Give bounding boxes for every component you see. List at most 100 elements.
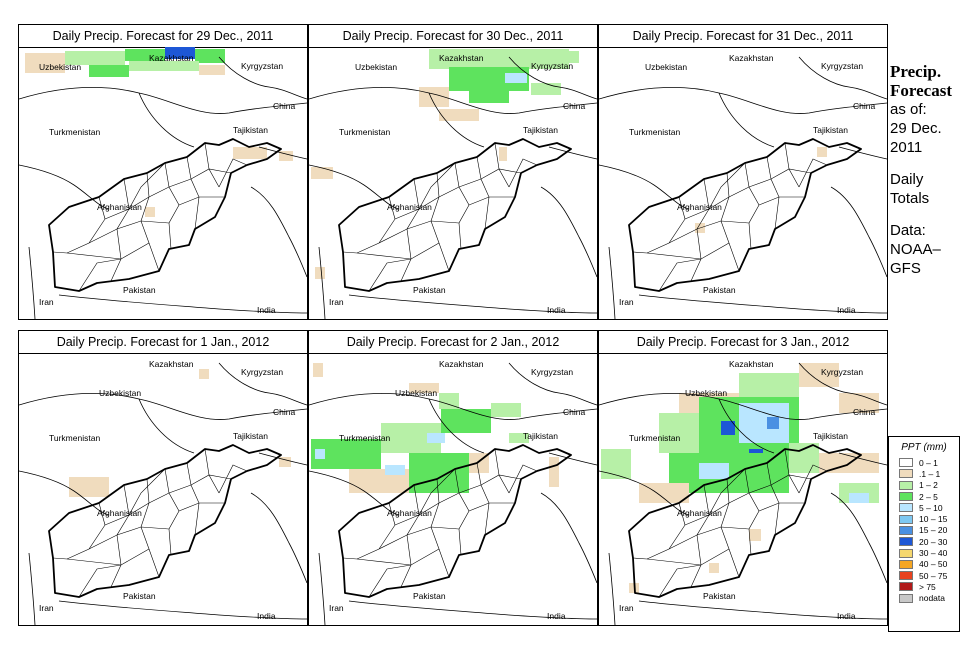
label-kazakhstan: Kazakhstan: [149, 359, 194, 369]
label-uzbekistan: Uzbekistan: [395, 388, 437, 398]
label-china: China: [273, 407, 295, 417]
precip-map: Kazakhstan Kyrgyzstan Uzbekistan China T…: [599, 53, 887, 319]
legend-item: 40 – 50: [889, 559, 959, 570]
label-india: India: [837, 611, 856, 621]
precip-map: Kazakhstan Kyrgyzstan Uzbekistan China T…: [19, 359, 307, 625]
label-tajikistan: Tajikistan: [813, 125, 848, 135]
legend-label: 20 – 30: [919, 536, 948, 547]
legend-swatch: [899, 537, 913, 547]
label-kazakhstan: Kazakhstan: [439, 53, 484, 63]
legend-item: 10 – 15: [889, 513, 959, 524]
precip-map: Kazakhstan Kyrgyzstan Uzbekistan China T…: [599, 359, 887, 625]
panel-title: Daily Precip. Forecast for 30 Dec., 2011: [309, 25, 597, 48]
legend-label: 1 – 2: [919, 480, 938, 491]
label-china: China: [563, 407, 585, 417]
label-kyrgyzstan: Kyrgyzstan: [531, 61, 573, 71]
country-labels: Kazakhstan Kyrgyzstan Uzbekistan China T…: [39, 359, 295, 621]
country-labels: Kazakhstan Kyrgyzstan Uzbekistan China T…: [619, 359, 875, 621]
legend-item: 5 – 10: [889, 502, 959, 513]
legend-swatch: [899, 582, 913, 592]
label-iran: Iran: [619, 297, 634, 307]
label-kyrgyzstan: Kyrgyzstan: [241, 367, 283, 377]
label-iran: Iran: [39, 297, 54, 307]
legend-label: .1 – 1: [919, 468, 941, 479]
label-iran: Iran: [329, 297, 344, 307]
legend-title: PPT (mm): [901, 442, 947, 453]
legend-swatch: [899, 514, 913, 524]
legend-item: > 75: [889, 581, 959, 592]
forecast-date-line2: 2011: [890, 139, 923, 156]
legend-label: 30 – 40: [919, 548, 948, 559]
legend-swatch: [899, 525, 913, 535]
legend-item: 30 – 40: [889, 547, 959, 558]
label-afghanistan: Afghanistan: [387, 508, 432, 518]
precip-cells: [25, 47, 293, 217]
panel-title: Daily Precip. Forecast for 2 Jan., 2012: [309, 331, 597, 354]
legend-swatch: [899, 469, 913, 479]
label-tajikistan: Tajikistan: [233, 125, 268, 135]
label-kazakhstan: Kazakhstan: [439, 359, 484, 369]
label-uzbekistan: Uzbekistan: [645, 62, 687, 72]
label-kazakhstan: Kazakhstan: [729, 359, 774, 369]
legend-swatch: [899, 559, 913, 569]
label-kyrgyzstan: Kyrgyzstan: [241, 61, 283, 71]
label-turkmenistan: Turkmenistan: [629, 127, 680, 137]
label-turkmenistan: Turkmenistan: [49, 127, 100, 137]
label-afghanistan: Afghanistan: [97, 508, 142, 518]
totals-line2: Totals: [890, 190, 930, 207]
label-uzbekistan: Uzbekistan: [39, 62, 81, 72]
label-kazakhstan: Kazakhstan: [149, 53, 194, 63]
legend-label: 5 – 10: [919, 502, 943, 513]
forecast-info: Precip. Forecast as of: 29 Dec. 2011 Dai…: [890, 62, 972, 278]
legend-swatch: [899, 593, 913, 603]
label-uzbekistan: Uzbekistan: [99, 388, 141, 398]
precip-map: Kazakhstan Kyrgyzstan Uzbekistan China T…: [19, 47, 307, 319]
label-turkmenistan: Turkmenistan: [339, 433, 390, 443]
precip-map: Kazakhstan Kyrgyzstan Uzbekistan China T…: [309, 359, 597, 625]
label-china: China: [853, 407, 875, 417]
map-panel-29-dec: Daily Precip. Forecast for 29 Dec., 2011…: [18, 24, 308, 320]
label-kazakhstan: Kazakhstan: [729, 53, 774, 63]
label-turkmenistan: Turkmenistan: [629, 433, 680, 443]
panel-title: Daily Precip. Forecast for 3 Jan., 2012: [599, 331, 887, 354]
data-source-line1: Data:: [890, 222, 926, 239]
label-india: India: [257, 305, 276, 315]
legend-item: 2 – 5: [889, 491, 959, 502]
legend-label: 15 – 20: [919, 525, 948, 536]
label-afghanistan: Afghanistan: [677, 508, 722, 518]
panel-title: Daily Precip. Forecast for 1 Jan., 2012: [19, 331, 307, 354]
country-labels: Kazakhstan Kyrgyzstan Uzbekistan China T…: [329, 53, 585, 315]
label-afghanistan: Afghanistan: [677, 202, 722, 212]
legend-item: 0 – 1: [889, 457, 959, 468]
map-panel-30-dec: Daily Precip. Forecast for 30 Dec., 2011…: [308, 24, 598, 320]
legend-swatch: [899, 458, 913, 468]
legend-swatch: [899, 548, 913, 558]
data-source-line3: GFS: [890, 260, 921, 277]
asof-label: as of:: [890, 101, 927, 118]
legend-swatch: [899, 571, 913, 581]
map-panel-31-dec: Daily Precip. Forecast for 31 Dec., 2011…: [598, 24, 888, 320]
legend-label: 2 – 5: [919, 491, 938, 502]
map-panel-3-jan: Daily Precip. Forecast for 3 Jan., 2012: [598, 330, 888, 626]
label-india: India: [257, 611, 276, 621]
label-kyrgyzstan: Kyrgyzstan: [821, 61, 863, 71]
sidebar-title-line2: Forecast: [890, 81, 952, 100]
label-turkmenistan: Turkmenistan: [339, 127, 390, 137]
label-kyrgyzstan: Kyrgyzstan: [821, 367, 863, 377]
data-source-line2: NOAA–: [890, 241, 941, 258]
label-china: China: [853, 101, 875, 111]
legend-label: 40 – 50: [919, 559, 948, 570]
label-india: India: [547, 305, 566, 315]
legend-label: nodata: [919, 593, 945, 604]
country-labels: Kazakhstan Kyrgyzstan Uzbekistan China T…: [39, 53, 295, 315]
legend-swatch: [899, 492, 913, 502]
precip-map: Kazakhstan Kyrgyzstan Uzbekistan China T…: [309, 49, 597, 319]
legend-label: > 75: [919, 581, 936, 592]
legend-item: nodata: [889, 593, 959, 604]
label-tajikistan: Tajikistan: [813, 431, 848, 441]
legend-swatch: [899, 480, 913, 490]
panel-title: Daily Precip. Forecast for 29 Dec., 2011: [19, 25, 307, 48]
label-pakistan: Pakistan: [413, 591, 446, 601]
legend-item: 1 – 2: [889, 480, 959, 491]
